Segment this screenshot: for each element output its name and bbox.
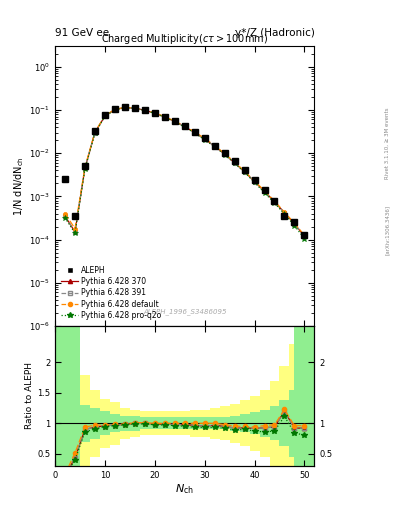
Bar <box>110 402 120 444</box>
Bar <box>160 411 170 436</box>
Bar <box>299 381 309 466</box>
X-axis label: $N_{\mathsf{ch}}$: $N_{\mathsf{ch}}$ <box>175 482 194 496</box>
Bar <box>130 410 140 437</box>
Bar <box>150 417 160 430</box>
Text: 91 GeV ee: 91 GeV ee <box>55 28 109 38</box>
Legend: ALEPH, Pythia 6.428 370, Pythia 6.428 391, Pythia 6.428 default, Pythia 6.428 pr: ALEPH, Pythia 6.428 370, Pythia 6.428 39… <box>59 263 163 322</box>
Bar <box>150 411 160 436</box>
Bar <box>170 411 180 436</box>
Bar <box>90 390 100 457</box>
Bar <box>90 408 100 439</box>
Bar <box>100 399 110 447</box>
Bar <box>290 390 299 457</box>
Bar <box>55 326 65 466</box>
Bar <box>60 302 70 512</box>
Bar <box>230 404 240 443</box>
Bar <box>209 408 220 439</box>
Bar <box>180 417 190 430</box>
Bar <box>60 302 70 512</box>
Bar <box>190 410 200 437</box>
Bar <box>120 416 130 431</box>
Text: γ*/Z (Hadronic): γ*/Z (Hadronic) <box>235 28 314 38</box>
Bar <box>200 417 209 430</box>
Bar <box>259 390 270 457</box>
Bar <box>80 405 90 441</box>
Bar <box>70 302 80 512</box>
Text: Rivet 3.1.10, ≥ 3M events: Rivet 3.1.10, ≥ 3M events <box>385 108 389 179</box>
Bar <box>160 417 170 430</box>
Bar <box>299 302 309 512</box>
Bar <box>279 400 290 446</box>
Bar <box>230 416 240 431</box>
Bar <box>240 414 250 433</box>
Bar <box>209 417 220 430</box>
Bar <box>279 366 290 481</box>
Bar <box>70 302 80 512</box>
Bar <box>294 326 314 466</box>
Bar <box>270 381 279 466</box>
Bar <box>190 417 200 430</box>
Bar <box>220 407 230 440</box>
Bar <box>140 411 150 436</box>
Bar <box>250 412 259 434</box>
Y-axis label: 1/N dN/dN$_{\mathsf{ch}}$: 1/N dN/dN$_{\mathsf{ch}}$ <box>13 156 26 216</box>
Bar <box>170 417 180 430</box>
Title: Charged Multiplicity$(c\tau > 100\mathsf{mm})$: Charged Multiplicity$(c\tau > 100\mathsf… <box>101 32 268 46</box>
Bar <box>120 408 130 439</box>
Text: [arXiv:1306.3436]: [arXiv:1306.3436] <box>385 205 389 255</box>
Bar <box>80 375 90 472</box>
Bar <box>110 414 120 433</box>
Text: ALEPH_1996_S3486095: ALEPH_1996_S3486095 <box>143 308 226 315</box>
Bar <box>200 410 209 437</box>
Y-axis label: Ratio to ALEPH: Ratio to ALEPH <box>25 362 34 430</box>
Bar <box>100 411 110 436</box>
Bar <box>140 417 150 430</box>
Bar <box>220 417 230 430</box>
Bar <box>130 416 140 431</box>
Bar <box>290 344 299 502</box>
Bar <box>180 411 190 436</box>
Bar <box>250 396 259 451</box>
Bar <box>240 400 250 446</box>
Bar <box>270 407 279 440</box>
Bar <box>259 410 270 437</box>
